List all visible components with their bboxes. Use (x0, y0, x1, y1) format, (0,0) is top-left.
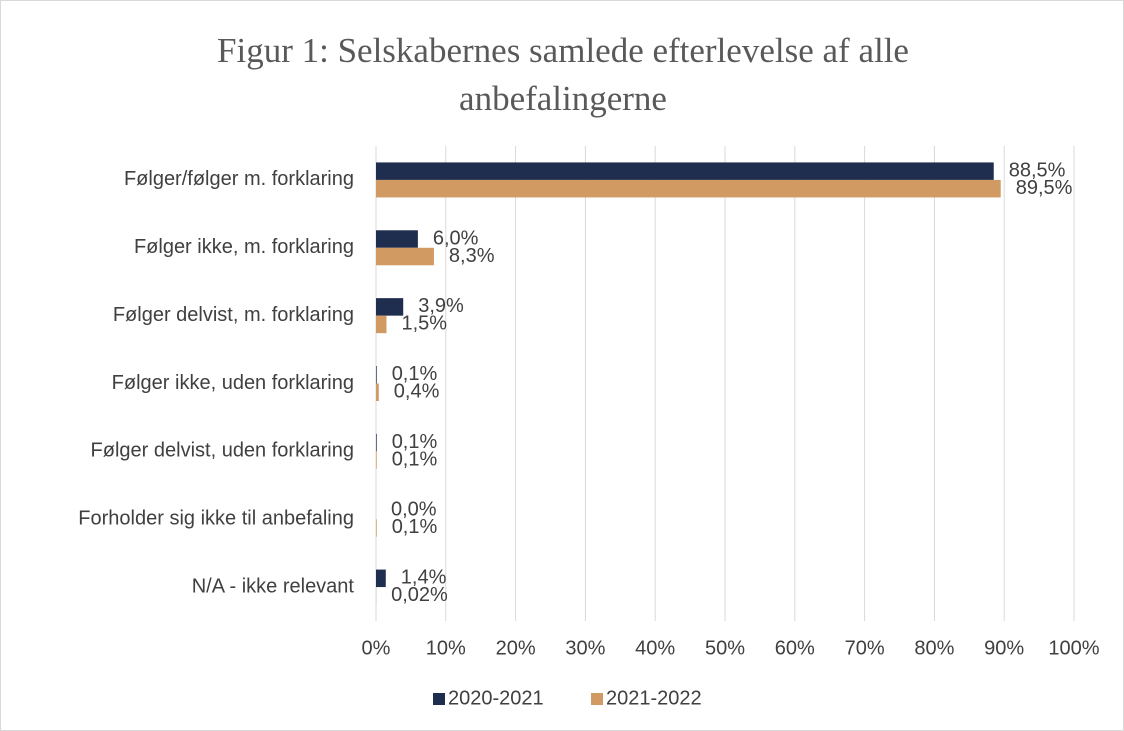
y-tick-label: Følger delvist, uden forklaring (91, 440, 354, 462)
x-tick-label: 0% (362, 637, 391, 659)
y-tick-label: Følger/følger m. forklaring (124, 168, 354, 190)
bar (376, 162, 994, 180)
chart-title: Figur 1: Selskabernes samlede efterlevel… (217, 31, 909, 118)
data-label: 0,02% (391, 584, 448, 606)
bar (376, 433, 377, 452)
y-tick-label: Følger ikke, m. forklaring (134, 236, 354, 258)
bar (376, 451, 377, 469)
x-tick-label: 40% (635, 637, 675, 659)
bar (376, 179, 1001, 198)
data-label: 0,1% (392, 363, 438, 385)
legend-label: 2020-2021 (448, 687, 544, 709)
data-label: 6,0% (433, 227, 479, 249)
bar (376, 366, 377, 384)
bar (376, 569, 386, 588)
data-label: 0,1% (392, 516, 438, 538)
bar (376, 315, 387, 334)
x-tick-label: 50% (705, 637, 745, 659)
x-tick-label: 60% (775, 637, 815, 659)
legend-swatch (433, 693, 445, 705)
x-tick-label: 20% (496, 637, 536, 659)
legend-label: 2021-2022 (606, 687, 702, 709)
y-tick-label: Forholder sig ikke til anbefaling (78, 507, 354, 529)
bar (376, 247, 434, 266)
bar (376, 383, 379, 401)
data-label: 0,1% (392, 431, 438, 453)
data-label: 0,4% (394, 381, 440, 403)
bar (376, 519, 377, 537)
y-tick-label: N/A - ikke relevant (192, 575, 355, 597)
data-label: 1,4% (401, 567, 447, 589)
data-label: 3,9% (418, 295, 464, 317)
data-label: 0,1% (392, 448, 438, 470)
data-label: 0,0% (391, 499, 437, 521)
bar (376, 230, 418, 248)
bar (376, 298, 404, 316)
x-tick-label: 10% (426, 637, 466, 659)
legend-swatch (591, 693, 603, 705)
x-tick-label: 100% (1048, 637, 1099, 659)
x-tick-label: 70% (845, 637, 885, 659)
x-tick-label: 90% (984, 637, 1024, 659)
data-label: 1,5% (401, 313, 447, 335)
data-label: 8,3% (449, 245, 495, 267)
x-tick-label: 80% (914, 637, 954, 659)
y-tick-label: Følger delvist, m. forklaring (113, 304, 354, 326)
x-tick-label: 30% (565, 637, 605, 659)
y-tick-label: Følger ikke, uden forklaring (112, 372, 354, 394)
data-label: 89,5% (1016, 177, 1073, 199)
data-label: 88,5% (1009, 159, 1066, 181)
